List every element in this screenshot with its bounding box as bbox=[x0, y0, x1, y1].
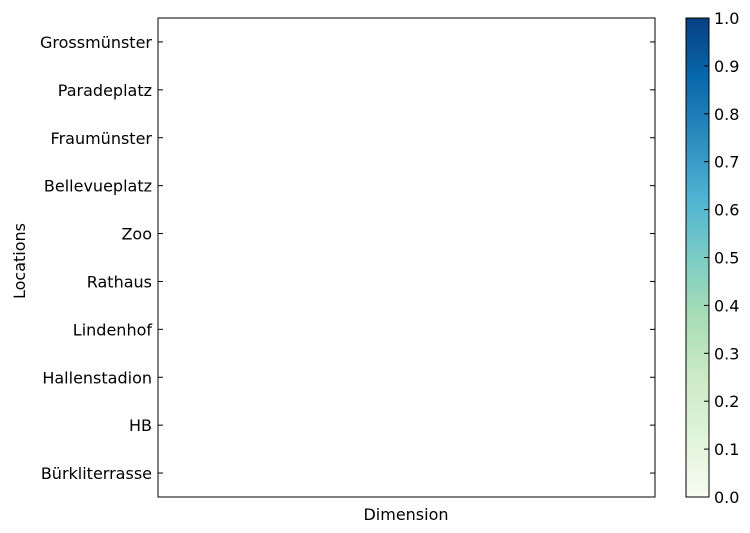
y-tick-label: Grossmünster bbox=[40, 33, 152, 52]
colorbar-tick-label: 0.2 bbox=[714, 392, 739, 411]
x-axis-label: Dimension bbox=[363, 505, 448, 524]
y-tick-label: Rathaus bbox=[87, 272, 152, 291]
colorbar-tick-label: 0.3 bbox=[714, 344, 739, 363]
colorbar-tick-label: 0.5 bbox=[714, 249, 739, 268]
colorbar-tick-label: 0.7 bbox=[714, 153, 739, 172]
y-tick-label: Bellevueplatz bbox=[44, 177, 152, 196]
y-tick-label: HB bbox=[129, 416, 152, 435]
y-tick-label: Zoo bbox=[121, 225, 152, 244]
plot-area bbox=[157, 17, 656, 498]
y-tick-label: Fraumünster bbox=[51, 129, 153, 148]
colorbar-tick-label: 0.0 bbox=[714, 488, 739, 507]
y-tick-label: Paradeplatz bbox=[58, 81, 152, 100]
colorbar-tick-label: 0.4 bbox=[714, 296, 739, 315]
y-tick-label: Bürkliterrasse bbox=[41, 464, 152, 483]
y-axis-ticks: Grossmünster Paradeplatz Fraumünster Bellev… bbox=[40, 33, 655, 483]
colorbar-tick-label: 0.6 bbox=[714, 201, 739, 220]
colorbar-ticks: 0.0 0.1 0.2 0.3 0.4 0.5 0.6 0.7 0.8 0.9 1.0 bbox=[704, 9, 739, 507]
y-tick-label: Lindenhof bbox=[73, 320, 153, 339]
y-axis-label: Locations bbox=[10, 223, 29, 299]
colorbar-tick-label: 0.9 bbox=[714, 57, 739, 76]
colorbar-tick-label: 1.0 bbox=[714, 9, 739, 28]
colorbar-tick-label: 0.1 bbox=[714, 440, 739, 459]
colorbar-tick-label: 0.8 bbox=[714, 105, 739, 124]
y-tick-label: Hallenstadion bbox=[42, 368, 152, 387]
